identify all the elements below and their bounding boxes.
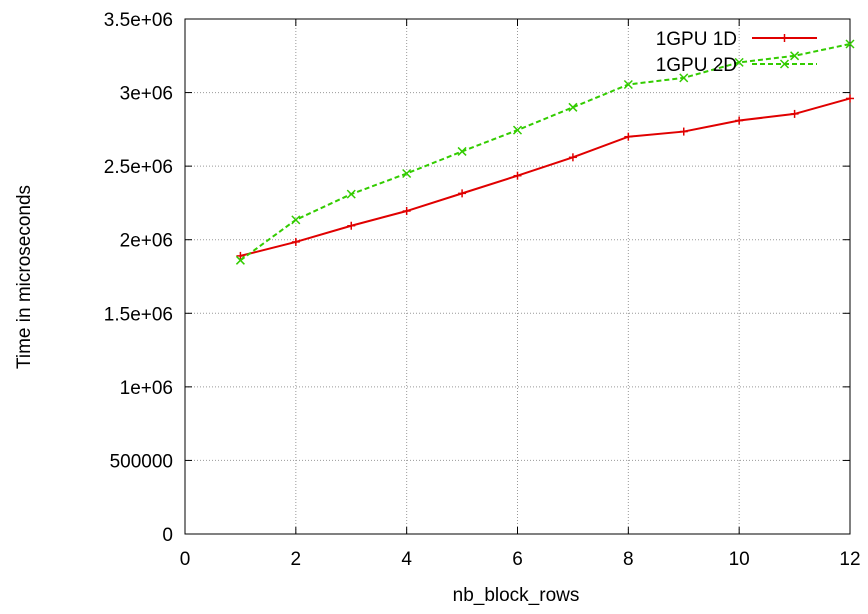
x-tick-label: 8 (623, 549, 634, 570)
x-tick-label: 4 (401, 549, 412, 570)
marker-stroke (679, 73, 689, 83)
y-tick-label: 1e+06 (120, 378, 173, 399)
marker-stroke (845, 39, 855, 49)
y-tick-label: 500000 (110, 451, 173, 472)
x-tick-label: 6 (512, 549, 523, 570)
marker-stroke (235, 255, 245, 265)
series-2-point (457, 146, 467, 156)
x-tick-label: 12 (839, 549, 860, 570)
series-1-point (458, 189, 467, 198)
x-axis-title: nb_block_rows (453, 585, 580, 606)
x-tick-label: 0 (180, 549, 191, 570)
series-layer (235, 39, 855, 265)
series-1-point (236, 251, 245, 260)
marker-stroke (457, 146, 467, 156)
marker-stroke (790, 51, 800, 61)
legend-swatch-marker (780, 34, 789, 42)
marker-stroke (734, 57, 744, 67)
y-tick-label: 3.5e+06 (104, 10, 173, 31)
legend-swatch-marker (779, 59, 790, 69)
y-tick-label: 2.5e+06 (104, 157, 173, 178)
series-2-point (402, 168, 412, 179)
marker-stroke (291, 215, 301, 225)
axis-ticks: 0 2 4 6 8 10 12 0 500000 1e+06 1.5e+06 2e+06 2.5e+06… (104, 10, 861, 570)
series-2-point (679, 73, 689, 83)
series-2-point (568, 102, 578, 112)
marker-stroke (568, 102, 578, 112)
series-1-point (735, 116, 744, 125)
series-2-point (623, 79, 633, 90)
series-1-point (347, 221, 356, 230)
marker-stroke (402, 168, 412, 179)
series-2-point (512, 125, 523, 135)
series-2-point (845, 39, 855, 49)
series-2-point (790, 51, 800, 61)
legend-label: 1GPU 2D (656, 55, 737, 76)
series-line-1 (240, 97, 851, 257)
y-tick-label: 1.5e+06 (104, 304, 173, 325)
grid-lines (185, 19, 850, 534)
series-1-point (624, 132, 633, 141)
series-1-point (402, 207, 411, 216)
plot-frame (184, 18, 851, 535)
series-2-point (734, 57, 744, 67)
marker-stroke (779, 59, 790, 69)
y-tick-label: 3e+06 (120, 84, 173, 105)
series-line-2 (239, 43, 851, 262)
series-1-point (846, 94, 854, 103)
series-1-point (790, 109, 799, 118)
series-2-point (346, 189, 356, 199)
legend: 1GPU 1D 1GPU 2D (656, 29, 817, 76)
marker-stroke (346, 189, 356, 199)
y-tick-label: 2e+06 (120, 231, 173, 252)
series-1-point (679, 127, 688, 136)
legend-label: 1GPU 1D (656, 29, 737, 50)
marker-stroke (512, 125, 523, 135)
x-tick-label: 2 (291, 549, 302, 570)
series-1-point (291, 237, 300, 246)
x-tick-label: 10 (729, 549, 750, 570)
marker-stroke (623, 79, 633, 90)
series-1-point (513, 171, 522, 180)
series-2-point (235, 255, 245, 265)
plot-border (184, 18, 851, 535)
y-axis-title: Time in microseconds (14, 185, 35, 369)
series-1-point (568, 153, 577, 162)
series-2-point (291, 215, 301, 225)
y-tick-label: 0 (162, 525, 173, 546)
